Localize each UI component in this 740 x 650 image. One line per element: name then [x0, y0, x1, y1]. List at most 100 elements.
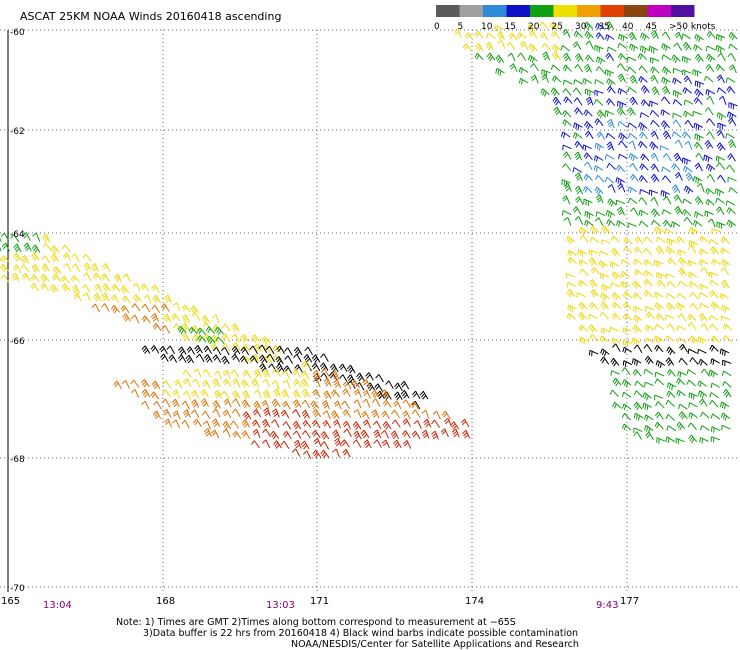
- wind-barb: [353, 430, 362, 440]
- wind-barb: [683, 185, 694, 194]
- wind-barb: [725, 200, 736, 206]
- wind-barb: [485, 41, 494, 51]
- wind-barb: [594, 118, 604, 127]
- wind-barb: [163, 294, 172, 304]
- wind-barb: [261, 336, 271, 345]
- wind-barb: [222, 409, 232, 419]
- wind-barb: [611, 312, 621, 321]
- wind-barb: [687, 313, 697, 321]
- wind-barb: [661, 31, 671, 40]
- wind-barb: [172, 302, 181, 312]
- wind-barb: [402, 410, 411, 420]
- wind-barb: [706, 174, 716, 183]
- wind-barb: [610, 282, 620, 288]
- wind-barb: [600, 356, 610, 365]
- wind-barb: [574, 216, 584, 225]
- wind-barb: [622, 327, 632, 334]
- wind-barb: [627, 122, 637, 129]
- wind-barb: [694, 162, 703, 172]
- wind-barb: [650, 152, 659, 162]
- wind-barb: [202, 420, 211, 430]
- time-label-1304: 13:04: [43, 600, 72, 611]
- wind-barb: [506, 42, 516, 50]
- wind-barb: [662, 196, 672, 205]
- wind-barb: [0, 232, 10, 242]
- wind-barb: [191, 312, 201, 321]
- wind-barb: [355, 382, 365, 391]
- wind-barb: [599, 292, 610, 301]
- wind-barb: [162, 380, 172, 389]
- wind-barb: [411, 390, 421, 400]
- wind-barb: [440, 428, 449, 438]
- wind-barb: [595, 211, 606, 217]
- wind-barb: [312, 449, 322, 459]
- wind-barb: [402, 399, 411, 408]
- wind-barb: [711, 228, 721, 234]
- wind-barb: [220, 390, 230, 399]
- wind-barb: [40, 273, 50, 283]
- wind-barb: [645, 306, 655, 312]
- wind-barb: [331, 370, 340, 380]
- wind-barb: [421, 409, 430, 419]
- wind-barb: [527, 24, 537, 32]
- wind-barb: [276, 345, 285, 354]
- wind-barb: [610, 357, 620, 367]
- wind-barb: [203, 345, 213, 355]
- wind-barb: [0, 237, 2, 242]
- wind-barb: [632, 280, 642, 290]
- wind-barb: [530, 63, 539, 72]
- wind-barb: [410, 401, 420, 410]
- wind-barb: [705, 199, 715, 206]
- wind-barb: [629, 43, 639, 52]
- wind-barb: [518, 77, 529, 85]
- wind-barb: [610, 235, 620, 244]
- wind-barb: [320, 441, 330, 450]
- wind-barb: [621, 412, 631, 421]
- wind-barb: [681, 157, 692, 165]
- wind-barb: [11, 272, 20, 282]
- wind-barb: [621, 423, 632, 431]
- wind-barb: [671, 184, 681, 194]
- wind-barb: [700, 368, 710, 377]
- wind-barb: [606, 219, 616, 227]
- wind-barb: [606, 85, 616, 94]
- wind-barb: [654, 394, 664, 401]
- wind-barb: [716, 112, 727, 121]
- wind-barb: [292, 420, 302, 430]
- wind-barb: [266, 353, 275, 363]
- wind-barb: [656, 437, 666, 444]
- wind-barb: [627, 56, 637, 62]
- wind-barb: [93, 292, 102, 302]
- wind-barb: [293, 346, 303, 356]
- wind-barb: [617, 100, 627, 109]
- wind-barb: [346, 374, 356, 383]
- wind-barb: [270, 430, 280, 440]
- wind-barb: [566, 313, 577, 320]
- wind-barb: [607, 46, 617, 53]
- wind-barb: [710, 426, 721, 433]
- wind-barb: [643, 259, 654, 267]
- wind-barb: [562, 163, 572, 171]
- wind-barb: [689, 303, 699, 311]
- wind-barb: [599, 335, 609, 343]
- wind-barb: [694, 34, 704, 43]
- wind-barb: [23, 242, 32, 252]
- wind-barb: [90, 262, 100, 272]
- wind-barb: [177, 354, 187, 363]
- wind-barb: [620, 281, 630, 289]
- wind-barb: [141, 345, 151, 354]
- wind-barb: [607, 184, 616, 193]
- wind-barb: [212, 400, 221, 409]
- legend-swatch: [483, 5, 507, 17]
- legend-swatch: [553, 5, 577, 17]
- wind-barb: [567, 256, 577, 264]
- wind-barb: [192, 378, 201, 388]
- wind-barb: [130, 379, 140, 388]
- wind-barb: [601, 225, 611, 234]
- lon-label-171: 171: [310, 596, 329, 607]
- wind-barb: [240, 333, 250, 343]
- wind-barb: [0, 274, 10, 283]
- wind-barb: [666, 323, 676, 332]
- wind-barb: [655, 245, 665, 255]
- wind-barb: [150, 391, 160, 400]
